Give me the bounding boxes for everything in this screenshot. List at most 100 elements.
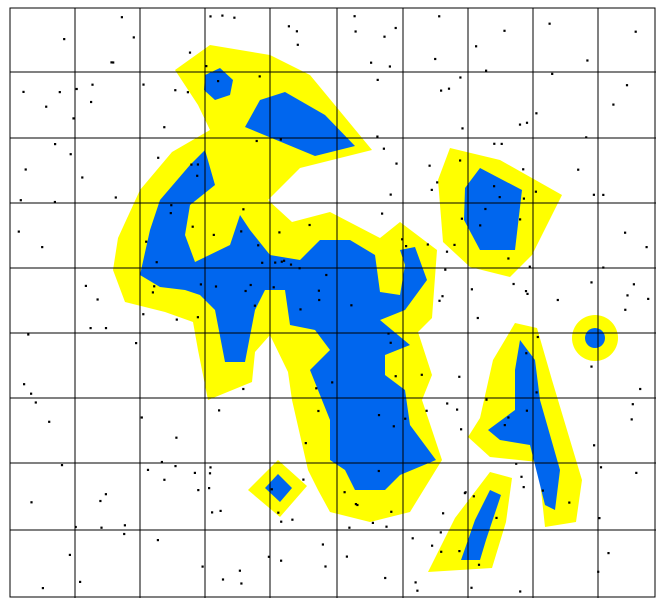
sample-point bbox=[157, 156, 160, 159]
sample-point bbox=[132, 36, 135, 39]
sample-point bbox=[493, 142, 496, 145]
sample-point bbox=[585, 136, 588, 139]
sample-point bbox=[493, 185, 496, 188]
sample-point bbox=[434, 57, 437, 61]
sample-point bbox=[541, 489, 544, 492]
sample-point bbox=[598, 517, 601, 520]
sample-point bbox=[460, 217, 463, 220]
sample-point bbox=[383, 35, 386, 38]
sample-point bbox=[280, 520, 283, 523]
sample-point bbox=[526, 292, 529, 295]
sample-point bbox=[525, 121, 529, 124]
sample-point bbox=[431, 544, 434, 547]
sample-point bbox=[590, 365, 593, 368]
sample-point bbox=[500, 142, 503, 145]
sample-point bbox=[272, 286, 275, 289]
sample-point bbox=[151, 291, 154, 294]
sample-point bbox=[411, 537, 414, 540]
sample-point bbox=[112, 61, 115, 64]
sample-point bbox=[438, 299, 441, 302]
sample-point bbox=[430, 188, 433, 191]
sample-point bbox=[518, 123, 522, 126]
sample-point bbox=[376, 135, 379, 138]
sample-point bbox=[343, 491, 346, 494]
sample-point bbox=[296, 43, 299, 46]
sample-point bbox=[440, 550, 443, 553]
sample-point bbox=[255, 139, 258, 143]
sample-point bbox=[315, 387, 318, 390]
sample-point bbox=[548, 22, 551, 25]
sample-point bbox=[634, 30, 637, 33]
sample-point bbox=[631, 403, 634, 406]
sample-point bbox=[30, 501, 33, 504]
sample-point bbox=[140, 416, 143, 419]
sample-point bbox=[100, 526, 103, 529]
sample-point bbox=[535, 112, 538, 115]
sample-point bbox=[79, 580, 82, 583]
sample-point bbox=[639, 387, 642, 391]
sample-point bbox=[645, 246, 648, 249]
sample-point bbox=[278, 231, 281, 234]
sample-point bbox=[324, 565, 327, 568]
sample-point bbox=[48, 420, 51, 423]
sample-point bbox=[484, 207, 487, 211]
sample-point bbox=[495, 516, 498, 519]
sample-point bbox=[17, 230, 20, 233]
sample-point bbox=[534, 190, 537, 193]
sample-point bbox=[635, 471, 638, 474]
sample-point bbox=[63, 38, 66, 41]
sample-point bbox=[123, 532, 126, 536]
sample-point bbox=[390, 510, 393, 513]
sample-point bbox=[156, 539, 159, 542]
sample-point bbox=[428, 164, 431, 167]
sample-point bbox=[279, 138, 282, 141]
sample-point bbox=[593, 444, 596, 447]
sample-point bbox=[384, 576, 387, 580]
sample-point bbox=[404, 417, 407, 420]
sample-point bbox=[420, 373, 423, 376]
sample-point bbox=[53, 200, 56, 204]
sample-point bbox=[274, 261, 277, 264]
sample-point bbox=[289, 263, 293, 266]
blue-zone bbox=[488, 340, 560, 510]
sample-point bbox=[299, 308, 302, 311]
sample-point bbox=[414, 581, 417, 584]
sample-point bbox=[75, 87, 78, 91]
sample-point bbox=[485, 69, 488, 72]
sample-point bbox=[401, 238, 404, 241]
sample-point bbox=[123, 524, 126, 527]
sample-point bbox=[211, 511, 214, 514]
sample-point bbox=[163, 126, 166, 129]
sample-point bbox=[476, 316, 479, 320]
sample-point bbox=[426, 243, 429, 246]
sample-point bbox=[382, 147, 385, 150]
sample-point bbox=[249, 283, 252, 287]
sample-point bbox=[54, 143, 57, 146]
sample-point bbox=[602, 193, 605, 196]
sample-point bbox=[350, 304, 353, 307]
blue-zones bbox=[140, 68, 605, 560]
sample-point bbox=[58, 91, 61, 94]
sample-point bbox=[458, 550, 461, 553]
sample-point bbox=[114, 196, 117, 199]
sample-point bbox=[525, 352, 528, 355]
sample-point bbox=[218, 409, 221, 412]
sample-point bbox=[186, 91, 189, 94]
sample-point bbox=[81, 176, 84, 179]
sample-point bbox=[191, 225, 194, 228]
sample-point bbox=[318, 298, 321, 302]
sample-point bbox=[110, 61, 113, 64]
sample-point bbox=[155, 261, 158, 264]
sample-point bbox=[160, 460, 163, 464]
frame bbox=[9, 7, 656, 598]
sample-point bbox=[19, 199, 22, 202]
sample-point bbox=[221, 14, 224, 17]
sample-point bbox=[23, 383, 26, 386]
sample-point bbox=[253, 304, 256, 307]
sample-point bbox=[377, 469, 380, 473]
sample-point bbox=[625, 84, 629, 87]
sample-point bbox=[175, 436, 178, 439]
blue-zone bbox=[245, 92, 355, 156]
sample-point bbox=[354, 30, 357, 33]
sample-point bbox=[512, 282, 515, 286]
